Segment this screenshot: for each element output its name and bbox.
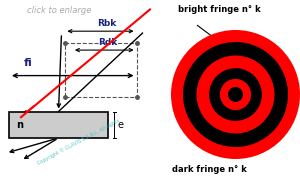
Ellipse shape	[183, 42, 288, 147]
Text: Rbk: Rbk	[97, 19, 116, 28]
Ellipse shape	[196, 56, 274, 133]
Text: n: n	[16, 120, 23, 130]
Ellipse shape	[209, 68, 262, 121]
Text: Copyright © CLAVIS S.A.R.L. All rights: Copyright © CLAVIS S.A.R.L. All rights	[36, 118, 120, 166]
Ellipse shape	[228, 87, 243, 102]
Text: dark fringe n° k: dark fringe n° k	[172, 165, 247, 174]
Text: fi: fi	[24, 58, 33, 68]
Bar	[9, 112, 108, 138]
Bar	[64, 43, 136, 97]
Text: bright fringe n° k: bright fringe n° k	[178, 5, 261, 14]
Ellipse shape	[220, 79, 251, 110]
Text: Rdk: Rdk	[98, 38, 117, 47]
Ellipse shape	[171, 30, 300, 159]
Text: e: e	[117, 120, 123, 130]
Text: click to enlarge: click to enlarge	[27, 6, 92, 15]
